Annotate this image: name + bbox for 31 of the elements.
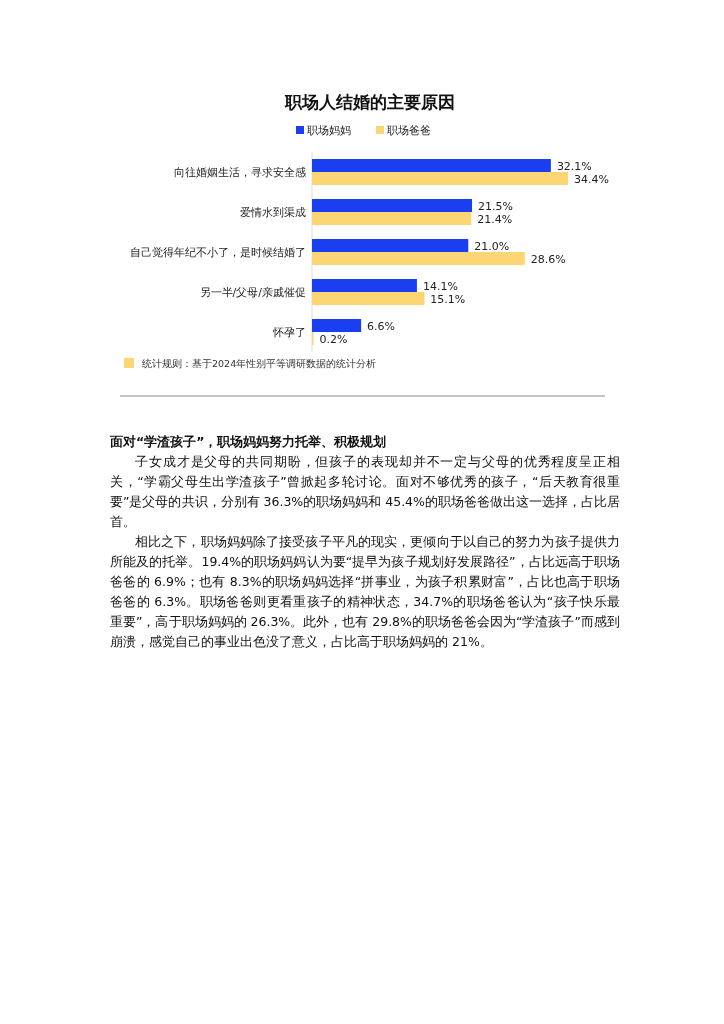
bar <box>312 252 525 265</box>
bar <box>312 212 472 225</box>
data-label: 21.4% <box>477 213 513 226</box>
data-label: 14.1% <box>422 280 458 293</box>
data-label: 34.4% <box>574 173 609 186</box>
y-tick-label: 向往婚姻生活，寻求安全感 <box>174 166 306 179</box>
data-label: 21.0% <box>474 240 510 253</box>
legend-label: 职场妈妈 <box>307 124 351 136</box>
data-label: 21.5% <box>478 200 513 213</box>
text: 子女成才是父母的共同期盼，但孩子的表现却并不一定与父母的优秀程度呈正相关，“学霸父母生出学渣孩子”曾掀起多轮讨论。面对不够优秀的孩子，“后天教育很重要”是父母的共识，分别有 36.3%的职场妈妈和 45.4%的职场爸爸做出这一选择，占比居首。 <box>110 453 620 531</box>
text: 统计规则：基于2024年性别平等调研数据的统计分析 <box>142 358 377 369</box>
data-label: 32.1% <box>556 160 592 173</box>
y-tick-label: 另一半/父母/亲戚催促 <box>199 286 306 299</box>
data-label: 28.6% <box>530 253 566 266</box>
bar <box>312 172 568 185</box>
bar <box>312 319 362 332</box>
bar <box>312 239 469 252</box>
chart-title: 职场人结婚的主要原因 <box>284 92 455 112</box>
text: 面对“学渣孩子”，职场妈妈努力托举、积极规划 <box>110 433 388 451</box>
legend-label: 职场爸爸 <box>387 124 431 136</box>
y-tick-label: 怀孕了 <box>272 326 306 339</box>
y-tick-label: 爱情水到渠成 <box>240 206 306 219</box>
bar <box>312 279 417 292</box>
bar <box>312 292 425 305</box>
data-label: 15.1% <box>430 293 466 306</box>
data-label: 6.6% <box>367 320 396 333</box>
bar <box>312 159 551 172</box>
bar <box>312 199 472 212</box>
text: 相比之下，职场妈妈除了接受孩子平凡的现实，更倾向于以自己的努力为孩子提供力所能及的托举。19.4%的职场妈妈认为要“提早为孩子规划好发展路径”，占比远高于职场爸爸的 6.9%；也有 8.3%的职场妈妈选择“拼事业，为孩子积累财富”，占比也高于职场爸爸的 6.3%。职场爸爸则更看重孩子的精神状态，34.7%的职场爸爸认为“孩子快乐最重要”，高于职场妈妈的 26.3%。此外，也有 29.8%的职场爸爸会因为“学渣孩子”而感到崩溃，感觉自己的事业出色没了意义，占比高于职场妈妈的 21%。 <box>110 533 620 651</box>
y-tick-label: 自己觉得年纪不小了，是时候结婚了 <box>130 246 306 259</box>
data-label: 0.2% <box>319 333 348 346</box>
